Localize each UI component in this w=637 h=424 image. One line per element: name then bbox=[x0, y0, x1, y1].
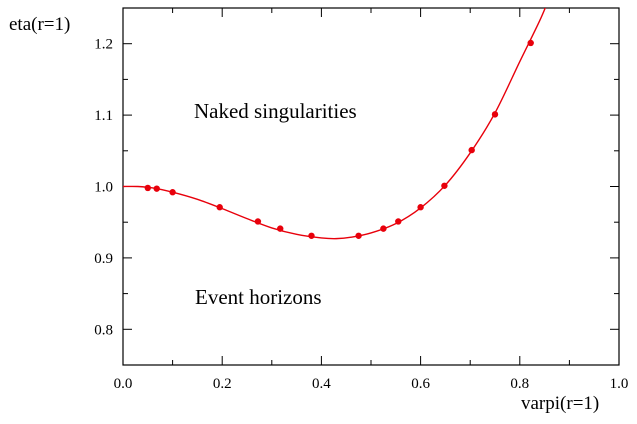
x-tick-label: 0.6 bbox=[411, 376, 430, 392]
data-point bbox=[395, 218, 402, 225]
data-point bbox=[254, 218, 262, 225]
annotation-event-horizons: Event horizons bbox=[195, 285, 322, 309]
data-point bbox=[380, 225, 387, 232]
data-point bbox=[417, 204, 424, 211]
data-point bbox=[441, 182, 448, 189]
data-point bbox=[355, 232, 362, 239]
data-point bbox=[216, 204, 223, 211]
points-layer bbox=[144, 39, 534, 239]
fit-curve bbox=[123, 8, 546, 240]
x-axis-label: varpi(r=1) bbox=[521, 393, 599, 414]
y-tick-label: 1.2 bbox=[94, 37, 113, 53]
y-tick-label: 1.1 bbox=[94, 108, 113, 124]
tick-labels: 0.0 0.2 0.4 0.6 0.8 1.0 0.8 0.9 1.0 1.1 1.2 bbox=[94, 37, 628, 392]
data-point bbox=[527, 39, 534, 47]
x-tick-label: 0.2 bbox=[213, 376, 232, 392]
y-tick-label: 0.8 bbox=[94, 322, 113, 338]
data-point bbox=[308, 232, 315, 239]
x-tick-label: 0.0 bbox=[114, 376, 133, 392]
annotation-naked-singularities: Naked singularities bbox=[194, 99, 357, 123]
fit-curve-layer bbox=[123, 8, 546, 240]
data-point bbox=[277, 225, 284, 232]
data-point bbox=[153, 185, 160, 192]
y-axis-label: eta(r=1) bbox=[9, 14, 70, 35]
x-tick-label: 0.4 bbox=[312, 376, 331, 392]
data-point bbox=[491, 111, 499, 118]
y-tick-label: 1.0 bbox=[94, 180, 113, 196]
x-tick-label: 1.0 bbox=[610, 376, 629, 392]
y-tick-label: 0.9 bbox=[94, 251, 113, 267]
x-tick-label: 0.8 bbox=[510, 376, 529, 392]
axis-ticks bbox=[122, 7, 620, 366]
data-point bbox=[169, 189, 176, 196]
plot-frame bbox=[122, 7, 620, 366]
data-point bbox=[468, 146, 475, 154]
data-point bbox=[144, 184, 151, 192]
